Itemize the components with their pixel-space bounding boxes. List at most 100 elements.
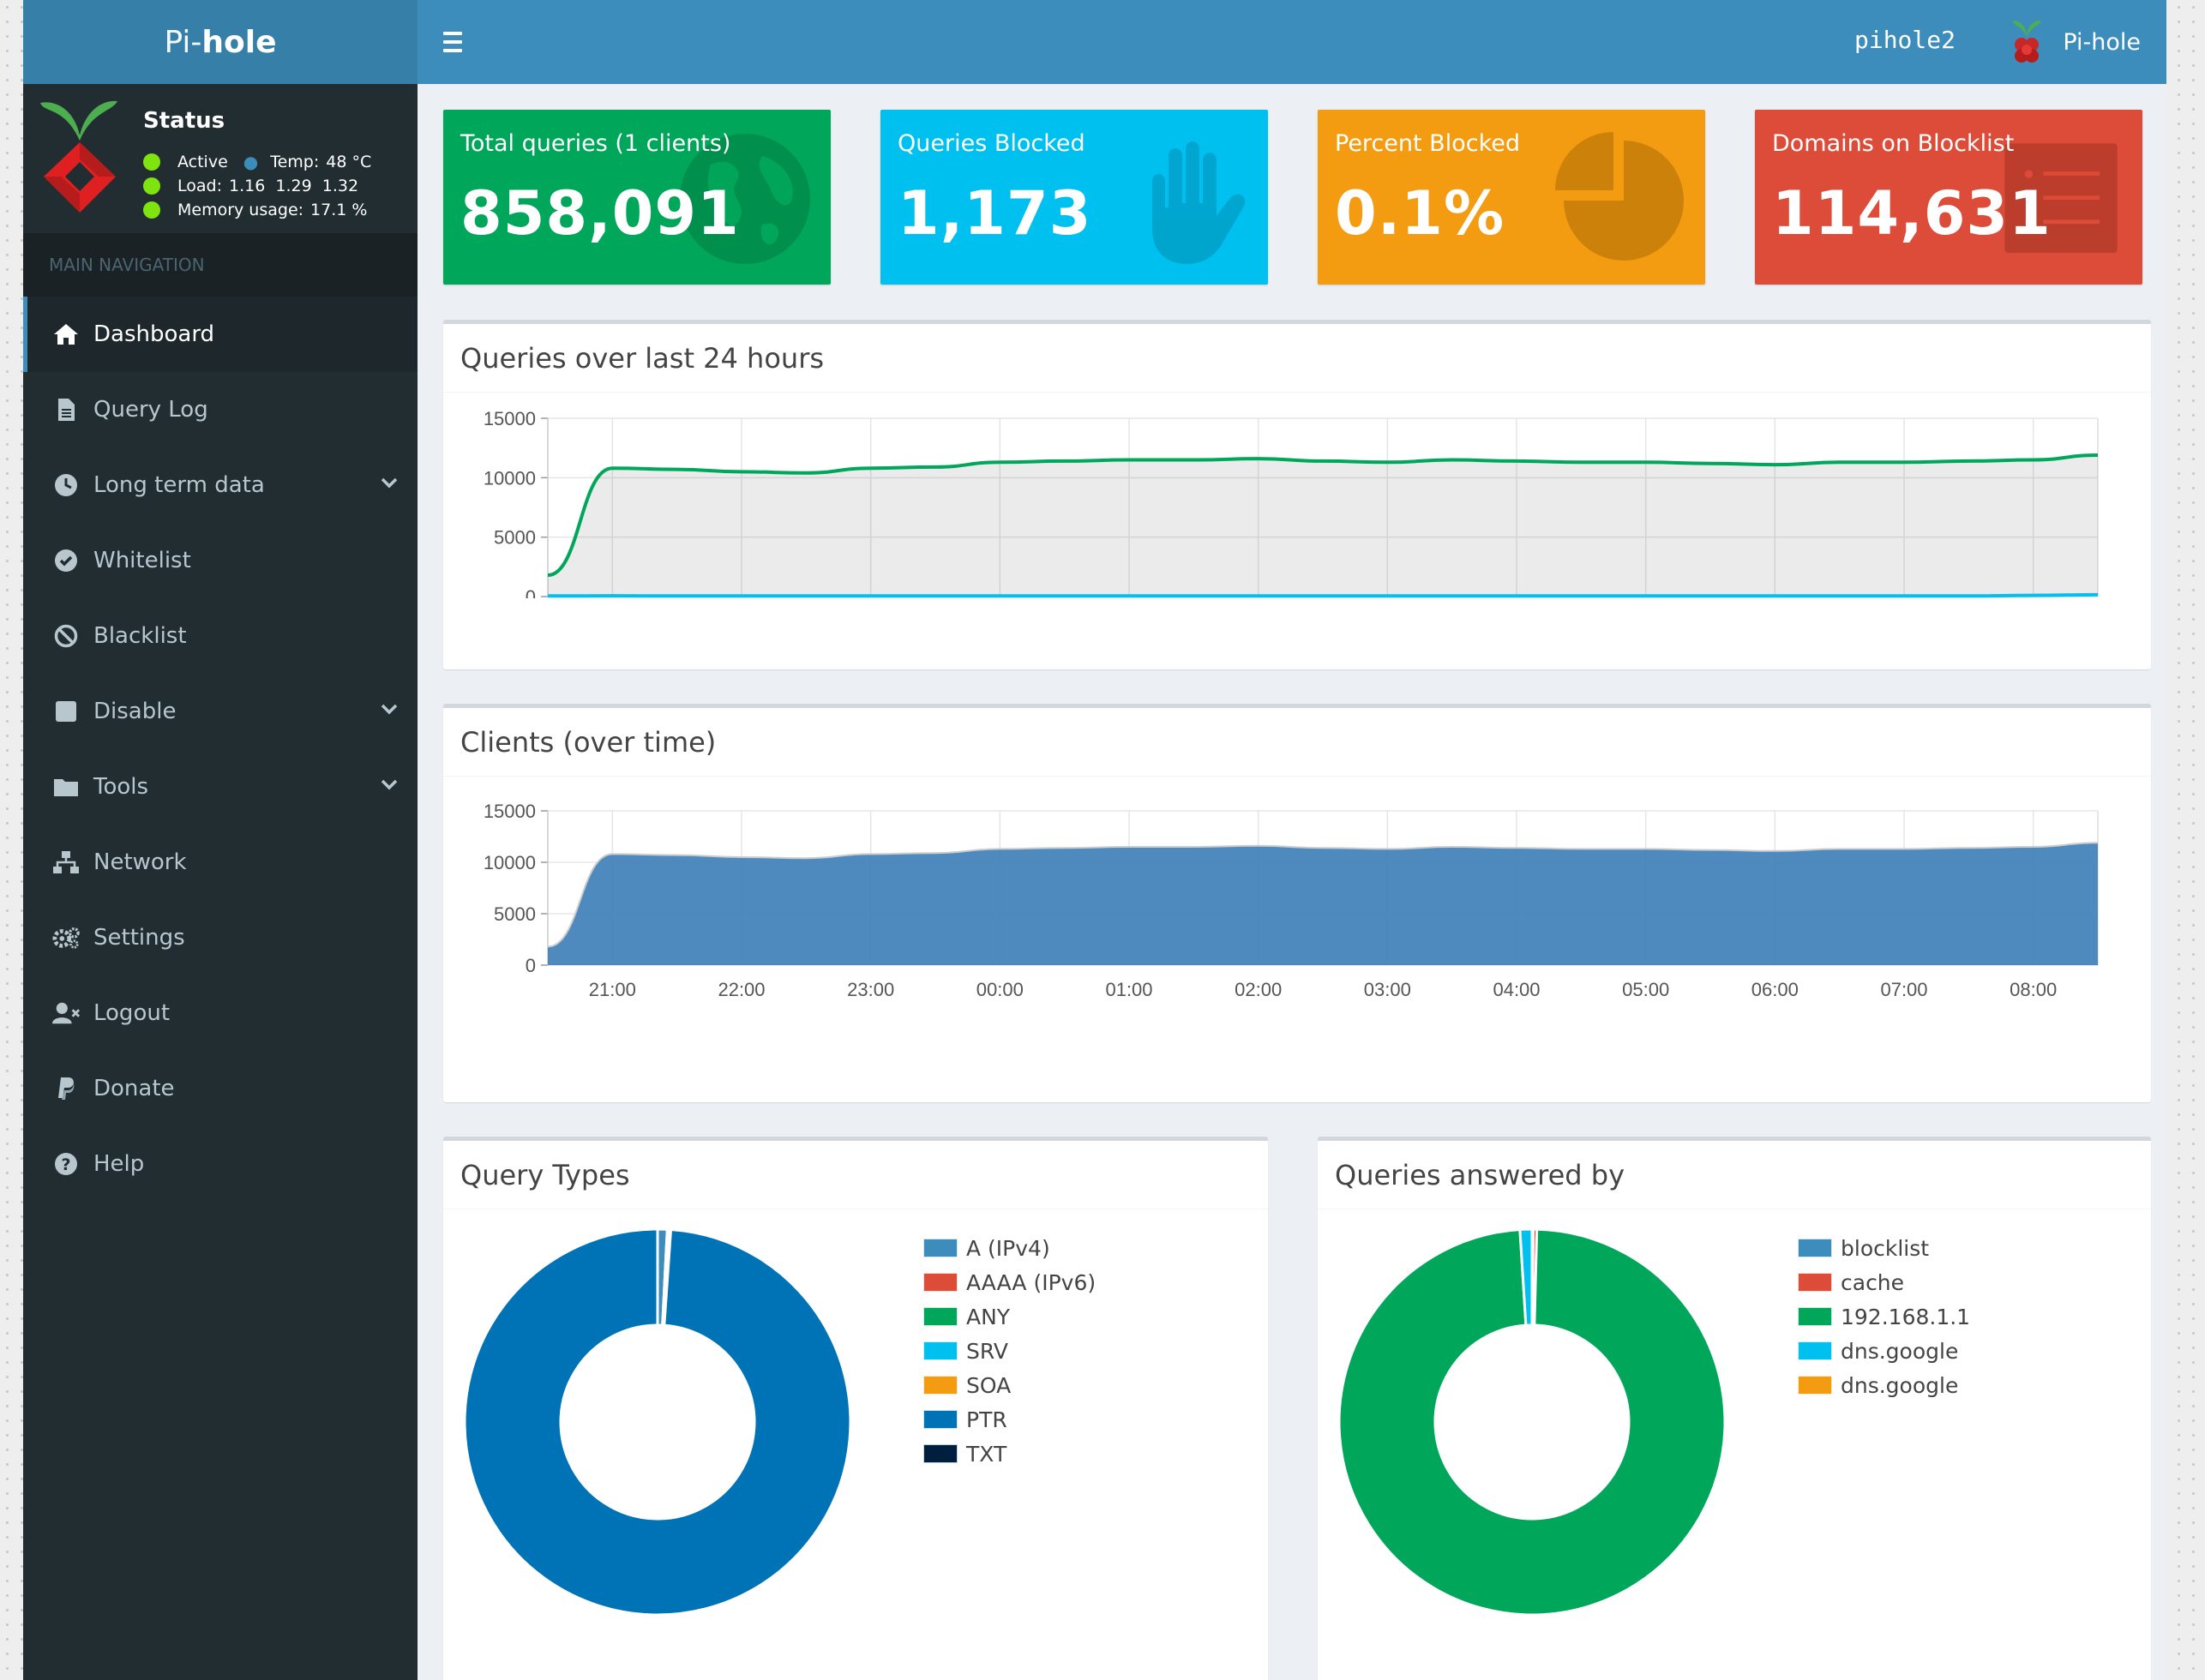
series-area (548, 454, 2098, 597)
legend-item[interactable]: dns.google (1798, 1368, 1970, 1402)
legend-swatch (923, 1376, 958, 1395)
stat-total-queries[interactable]: Total queries (1 clients) 858,091 (443, 110, 831, 285)
clients-area-chart[interactable]: 0 5000 10000 15000 21:00 22:00 23:00 00:00 01:00… (443, 708, 2151, 1034)
chevron-down-icon[interactable] (378, 471, 400, 494)
sidebar-item-tools[interactable]: Tools (23, 749, 418, 825)
queries-over-time-box: Queries over last 24 hours 0 5000 10000 150… (443, 320, 2151, 669)
legend-swatch (923, 1239, 958, 1257)
sidebar-item-label: Query Log (93, 397, 208, 423)
sidebar-item-disable[interactable]: Disable (23, 674, 418, 749)
sidebar-item-logout[interactable]: Logout (23, 975, 418, 1051)
memory-value: 17.1 % (310, 201, 368, 219)
user-menu[interactable]: Pi-hole (2010, 19, 2141, 65)
status-lines: Active ● Temp: 48 °C Load: 1.16 1.29 1.3… (143, 150, 371, 222)
check-circle-icon (52, 547, 80, 574)
series-line[interactable] (547, 453, 2099, 578)
stat-value: 0.1% (1335, 178, 1505, 249)
status-panel: Status Active ● Temp: 48 °C Load: 1.16 1… (23, 84, 418, 233)
stat-domains-on-blocklist[interactable]: Domains on Blocklist 114,631 (1755, 110, 2142, 285)
x-tick-label: 03:00 (1364, 979, 1411, 1000)
sidebar-item-dashboard[interactable]: Dashboard (23, 297, 418, 372)
sidebar-item-label: Whitelist (93, 548, 191, 573)
x-tick-label: 05:00 (1622, 979, 1669, 1000)
legend-label: dns.google (1841, 1338, 1959, 1364)
legend-item[interactable]: cache (1798, 1265, 1970, 1299)
load-values: 1.16 1.29 1.32 (228, 177, 359, 195)
legend-item[interactable]: ANY (923, 1299, 1096, 1334)
legend-item[interactable]: A (IPv4) (923, 1231, 1096, 1265)
chevron-down-icon[interactable] (378, 698, 400, 720)
network-icon (52, 849, 80, 876)
legend-item[interactable]: SOA (923, 1368, 1096, 1402)
stat-value: 114,631 (1772, 178, 2052, 249)
legend-swatch (923, 1273, 958, 1292)
series-area[interactable] (548, 843, 2098, 965)
x-tick-label: 07:00 (1880, 979, 1927, 1000)
forward-destinations-donut[interactable] (1318, 1209, 1746, 1680)
legend-label: PTR (966, 1407, 1007, 1432)
legend-label: dns.google (1841, 1372, 1959, 1398)
box-header: Query Types (443, 1141, 1268, 1209)
globe-icon (680, 134, 810, 264)
legend-swatch (923, 1341, 958, 1360)
file-icon (52, 396, 80, 423)
query-types-donut[interactable] (443, 1209, 872, 1680)
sidebar-item-query-log[interactable]: Query Log (23, 372, 418, 447)
sidebar-item-blacklist[interactable]: Blacklist (23, 598, 418, 674)
sidebar: Status Active ● Temp: 48 °C Load: 1.16 1… (23, 84, 418, 1680)
logo-text-bold: hole (201, 24, 277, 60)
legend-item[interactable]: blocklist (1798, 1231, 1970, 1265)
legend-item[interactable]: AAAA (IPv6) (923, 1265, 1096, 1299)
x-tick-label: 21:00 (589, 979, 636, 1000)
legend-swatch (1798, 1273, 1832, 1292)
queries-line-chart[interactable]: 05000100001500021:0022:0023:0000:0001:00… (443, 324, 2151, 598)
series-line[interactable] (547, 592, 2099, 598)
svg-text:?: ? (61, 1155, 70, 1174)
box-header: Queries answered by (1318, 1141, 2151, 1209)
status-memory-dot (143, 201, 160, 219)
x-tick-label: 00:00 (976, 979, 1024, 1000)
gears-icon (52, 924, 80, 951)
sidebar-item-whitelist[interactable]: Whitelist (23, 523, 418, 598)
pie-icon (1555, 132, 1684, 261)
stat-queries-blocked[interactable]: Queries Blocked 1,173 (880, 110, 1268, 285)
top-navbar: pihole2 Pi-hole (418, 0, 2166, 84)
stat-label: Domains on Blocklist (1772, 130, 2015, 157)
box-title: Query Types (460, 1158, 630, 1191)
x-tick-label: 23:00 (847, 979, 894, 1000)
pie-slice[interactable] (463, 1227, 852, 1617)
pie-slice[interactable] (1518, 1227, 1534, 1327)
sidebar-item-settings[interactable]: Settings (23, 900, 418, 975)
legend-label: blocklist (1841, 1235, 1930, 1261)
paypal-icon (52, 1075, 80, 1102)
sidebar-item-long-term-data[interactable]: Long term data (23, 447, 418, 523)
app-logo[interactable]: Pi-hole (23, 0, 418, 84)
sidebar-item-network[interactable]: Network (23, 825, 418, 900)
stat-label: Percent Blocked (1335, 130, 1520, 157)
legend-item[interactable]: 192.168.1.1 (1798, 1299, 1970, 1334)
stat-percent-blocked[interactable]: Percent Blocked 0.1% (1318, 110, 1705, 285)
user-name: Pi-hole (2063, 28, 2141, 56)
ban-icon (52, 622, 80, 650)
status-load-dot (143, 177, 160, 195)
chevron-down-icon[interactable] (378, 773, 400, 795)
legend-label: cache (1841, 1269, 1905, 1295)
query-types-legend: A (IPv4) AAAA (IPv6) ANY SRV SOA PTR TXT (923, 1231, 1096, 1471)
legend-item[interactable]: PTR (923, 1402, 1096, 1437)
y-tick-label: 15000 (484, 801, 536, 822)
pie-slice[interactable] (1337, 1227, 1727, 1617)
legend-swatch (1798, 1376, 1832, 1395)
sidebar-item-donate[interactable]: Donate (23, 1051, 418, 1126)
sidebar-toggle-icon[interactable] (433, 22, 472, 62)
legend-item[interactable]: SRV (923, 1334, 1096, 1368)
legend-item[interactable]: TXT (923, 1437, 1096, 1471)
legend-label: TXT (966, 1441, 1007, 1467)
y-tick-label: 5000 (494, 527, 536, 549)
legend-item[interactable]: dns.google (1798, 1334, 1970, 1368)
box-header: Queries over last 24 hours (443, 324, 2151, 393)
legend-label: 192.168.1.1 (1841, 1304, 1971, 1329)
y-tick-label: 5000 (494, 903, 536, 925)
temperature-drop-icon: ● (243, 152, 259, 172)
stat-label: Queries Blocked (898, 130, 1085, 157)
sidebar-item-help[interactable]: ? Help (23, 1126, 418, 1202)
